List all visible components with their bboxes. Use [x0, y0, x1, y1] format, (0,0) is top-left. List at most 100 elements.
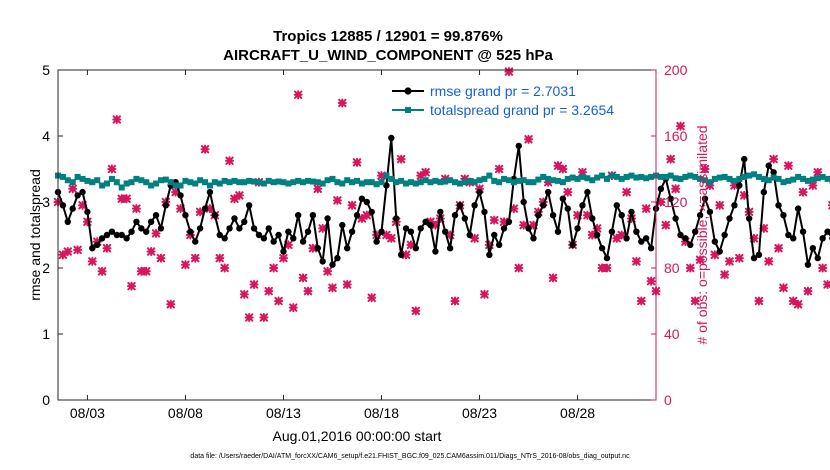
- totalspread-point: [314, 179, 321, 186]
- obs-count-point: [671, 184, 681, 194]
- obs-count-point: [460, 174, 470, 184]
- totalspread-point: [241, 179, 248, 186]
- obs-count-point: [166, 299, 176, 309]
- rmse-point: [226, 225, 233, 232]
- totalspread-point: [99, 182, 106, 189]
- x-tick-label: 08/13: [266, 405, 301, 421]
- rmse-point: [294, 212, 302, 219]
- totalspread-point: [800, 175, 807, 182]
- rmse-point: [422, 218, 429, 225]
- rmse-point: [785, 231, 792, 239]
- rmse-point: [564, 205, 571, 212]
- obs-count-point: [112, 114, 122, 125]
- obs-count-point: [470, 233, 480, 243]
- totalspread-point: [432, 177, 439, 184]
- rmse-point: [74, 192, 81, 199]
- totalspread-point: [236, 179, 243, 186]
- totalspread-point: [148, 182, 155, 189]
- obs-count-point: [538, 197, 548, 207]
- totalspread-point: [530, 179, 537, 186]
- obs-count-point: [323, 266, 333, 276]
- obs-count-point: [313, 184, 323, 194]
- x-tick-label: 08/08: [168, 405, 203, 421]
- rmse-point: [790, 235, 797, 242]
- totalspread-point: [456, 180, 463, 187]
- obs-count-point: [200, 144, 210, 154]
- rmse-point: [451, 212, 459, 219]
- y-right-tick-label: 80: [664, 260, 680, 276]
- totalspread-point: [564, 175, 571, 182]
- rmse-point: [324, 215, 331, 222]
- rmse-point: [760, 188, 768, 196]
- obs-count-point: [367, 293, 377, 303]
- obs-count-point: [234, 190, 244, 200]
- rmse-point: [236, 225, 243, 232]
- totalspread-point: [334, 179, 341, 186]
- rmse-point: [672, 215, 679, 222]
- obs-count-point: [87, 256, 97, 266]
- obs-count-point: [327, 283, 338, 293]
- totalspread-point: [510, 179, 517, 186]
- totalspread-point: [603, 175, 610, 182]
- obs-count-point: [77, 200, 88, 210]
- obs-count-point: [739, 190, 749, 200]
- rmse-point: [687, 241, 694, 249]
- totalspread-point: [481, 175, 488, 182]
- totalspread-point: [246, 177, 253, 184]
- rmse-point: [84, 208, 91, 216]
- totalspread-point: [108, 175, 115, 182]
- legend-box: [384, 80, 652, 120]
- rmse-point: [192, 238, 199, 245]
- obs-count-point: [636, 296, 646, 306]
- rmse-point: [397, 251, 405, 258]
- obs-count-point: [504, 67, 514, 77]
- obs-count-point: [352, 157, 362, 167]
- obs-count-point: [376, 171, 387, 181]
- rmse-point: [378, 228, 385, 235]
- totalspread-point: [295, 177, 302, 184]
- totalspread-point: [594, 174, 601, 181]
- obs-count-point: [617, 230, 627, 240]
- totalspread-point: [677, 175, 684, 182]
- obs-count-point: [205, 204, 215, 214]
- totalspread-point: [589, 177, 596, 184]
- obs-count-point: [494, 164, 504, 174]
- obs-count-point: [700, 164, 710, 174]
- rmse-point: [804, 261, 812, 268]
- totalspread-point: [692, 173, 699, 180]
- obs-count-point: [690, 296, 700, 306]
- rmse-point: [628, 208, 635, 216]
- obs-count-point: [283, 240, 293, 250]
- rmse-point: [608, 228, 616, 235]
- obs-count-point: [288, 303, 298, 313]
- totalspread-point: [682, 173, 689, 180]
- rmse-point: [182, 212, 189, 219]
- totalspread-point: [824, 175, 830, 182]
- rmse-point: [138, 225, 145, 232]
- rmse-point: [741, 155, 748, 163]
- obs-count-point: [318, 223, 328, 233]
- rmse-point: [794, 205, 802, 212]
- totalspread-point: [344, 177, 351, 184]
- obs-count-point: [764, 256, 774, 266]
- rmse-point: [814, 254, 821, 262]
- rmse-point: [290, 235, 297, 242]
- obs-count-point: [92, 237, 102, 247]
- totalspread-point: [388, 175, 395, 182]
- rmse-point: [613, 202, 620, 209]
- rmse-point: [157, 225, 165, 232]
- obs-count-point: [421, 167, 431, 177]
- totalspread-point: [358, 180, 365, 187]
- obs-count-point: [626, 213, 637, 224]
- totalspread-point: [79, 175, 86, 182]
- totalspread-point: [461, 179, 468, 186]
- rmse-point: [824, 228, 830, 235]
- obs-count-point: [176, 204, 186, 214]
- rmse-point: [495, 241, 503, 249]
- totalspread-point: [417, 179, 424, 186]
- obs-count-point: [695, 255, 705, 265]
- rmse-point: [618, 212, 625, 219]
- rmse-point: [231, 215, 238, 222]
- totalspread-point: [104, 180, 111, 187]
- rmse-point: [368, 208, 375, 216]
